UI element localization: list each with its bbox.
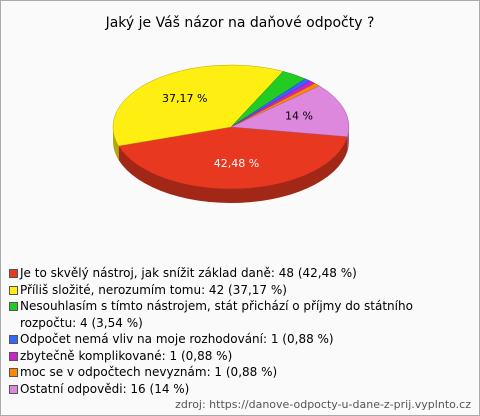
- legend-swatch: [9, 368, 18, 377]
- legend-label: Nesouhlasím s tímto nástrojem, stát přic…: [20, 299, 413, 330]
- legend-item: zbytečně komplikované: 1 (0,88 %): [9, 348, 471, 365]
- legend-swatch: [9, 269, 18, 278]
- chart-title: Jaký je Váš názor na daňové odpočty ?: [105, 15, 375, 31]
- source: zdroj: https://danove-odpocty-u-dane-z-p…: [175, 398, 471, 411]
- slice-side: [118, 136, 348, 203]
- slice-side: [113, 127, 119, 160]
- legend-label: Je to skvělý nástroj, jak snížit základ …: [20, 266, 357, 280]
- legend-item: Příliš složité, nerozumím tomu: 42 (37,1…: [9, 282, 471, 299]
- legend-label: Příliš složité, nerozumím tomu: 42 (37,1…: [20, 282, 287, 297]
- legend-item: moc se v odpočtech nevyznám: 1 (0,88 %): [9, 364, 471, 381]
- legend-label: moc se v odpočtech nevyznám: 1 (0,88 %): [20, 365, 278, 379]
- slice: [230, 85, 350, 137]
- legend-swatch: [9, 285, 18, 295]
- legend-label: Odpočet nemá vliv na moje rozhodování: 1…: [20, 332, 334, 346]
- pie-area: Jaký je Váš názor na daňové odpočty ? 42…: [105, 15, 375, 203]
- legend-item: Odpočet nemá vliv na moje rozhodování: 1…: [9, 331, 471, 348]
- legend-swatch: [9, 335, 18, 344]
- value-label: 42,48 %: [214, 157, 259, 170]
- slice: [118, 126, 348, 190]
- legend-swatch: [9, 384, 18, 394]
- legend-item: Je to skvělý nástroj, jak snížit základ …: [9, 265, 471, 282]
- legend-item: Ostatní odpovědi: 16 (14 %): [9, 381, 471, 398]
- legend-label: zbytečně komplikované: 1 (0,88 %): [20, 348, 233, 363]
- value-label: 37,17 %: [162, 92, 207, 105]
- slice: [112, 64, 284, 147]
- legend-swatch: [9, 351, 18, 361]
- legend-swatch: [9, 302, 18, 311]
- legend: Je to skvělý nástroj, jak snížit základ …: [9, 265, 471, 397]
- legend-item: Nesouhlasím s tímto nástrojem, stát přic…: [9, 298, 471, 331]
- legend-label: Ostatní odpovědi: 16 (14 %): [20, 381, 190, 396]
- value-label: 14 %: [285, 110, 313, 123]
